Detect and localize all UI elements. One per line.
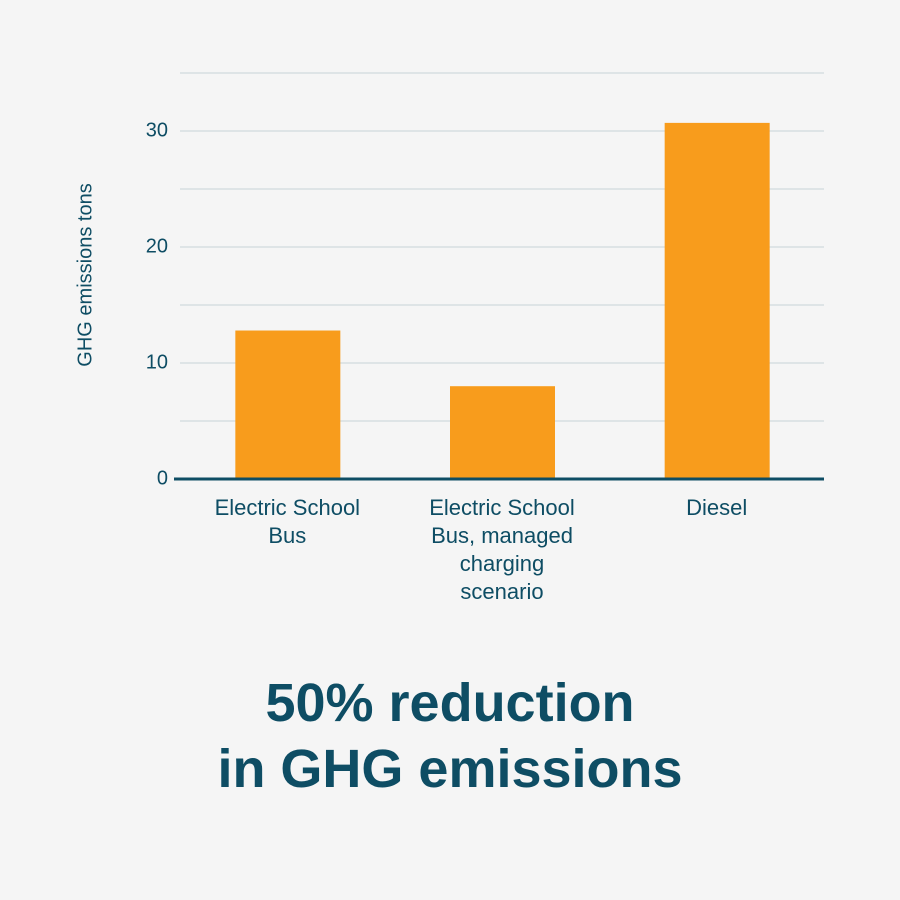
x-tick-label: Electric School Bus, managed charging sc… [429,495,575,604]
bar [664,122,770,479]
bar [450,386,555,479]
annotation: in GHG emissions [217,739,683,799]
y-axis-label: GHG emissions tons [74,183,96,366]
annotation: 50% reduction [265,673,635,733]
y-tick-label: 10 [146,351,168,373]
bar [235,330,341,479]
y-tick-label: 30 [146,119,168,141]
x-tick-label: Electric School Bus [214,495,361,548]
y-tick-label: 0 [157,467,168,489]
x-tick-label: Diesel [686,495,748,520]
y-tick-label: 20 [146,235,168,257]
